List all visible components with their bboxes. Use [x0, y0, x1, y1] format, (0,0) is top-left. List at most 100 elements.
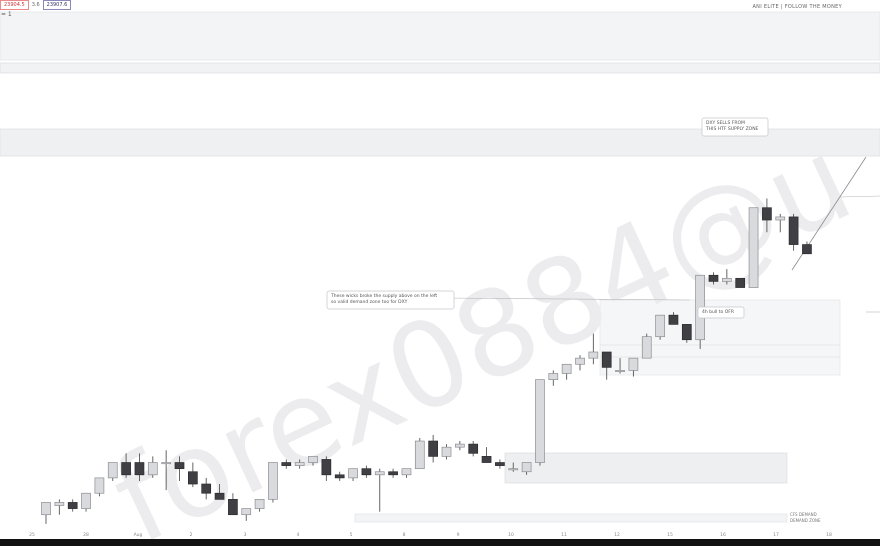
candle-body	[147, 462, 158, 476]
candle-body	[414, 440, 425, 470]
candle	[735, 277, 746, 288]
candle-body	[174, 462, 185, 470]
candle-body	[281, 462, 292, 466]
candle	[188, 462, 198, 488]
candle-body	[481, 456, 492, 463]
candle-body	[548, 373, 559, 380]
candle-body	[775, 216, 786, 221]
x-tick-label: 4	[297, 532, 300, 538]
x-tick-label: 11	[561, 532, 567, 538]
candle-body	[188, 471, 198, 485]
candle-body	[268, 462, 278, 500]
candle-body	[628, 357, 639, 371]
candle	[54, 499, 65, 515]
candle	[508, 462, 519, 472]
candle-body	[334, 474, 345, 479]
candle	[708, 272, 719, 285]
candle-body	[161, 462, 171, 465]
x-tick-label: Aug	[134, 532, 143, 538]
x-tick-label: 15	[667, 532, 673, 538]
candle	[668, 312, 679, 325]
candle	[161, 450, 171, 491]
candle	[748, 207, 759, 288]
candle	[174, 456, 185, 481]
candle-body	[348, 468, 358, 479]
candle-body	[668, 314, 679, 325]
candle	[548, 370, 559, 386]
candle-body	[67, 502, 78, 509]
candle-body	[762, 207, 772, 221]
candle-body	[107, 462, 118, 479]
candle	[655, 314, 665, 340]
x-tick-label: 10	[508, 532, 514, 538]
candle	[414, 437, 425, 470]
candle	[308, 456, 318, 466]
candle	[201, 477, 212, 500]
candle	[214, 484, 225, 500]
low-note-line: CFS DEMAND	[790, 512, 817, 517]
candle-body	[94, 477, 105, 494]
candle	[561, 363, 572, 380]
x-axis: 25 28 Aug 2 3 4 5 8 9 10 11 12 15 16 17 18	[29, 532, 832, 538]
candle	[134, 453, 145, 481]
candle-body	[441, 446, 452, 457]
brand-text: ANI ELITE | FOLLOW THE MONEY	[752, 4, 842, 10]
candle	[535, 379, 545, 466]
candle-body	[41, 502, 51, 516]
lot-label: = 1	[1, 11, 12, 18]
spread-value: 3.6	[31, 2, 40, 8]
x-tick-label: 5	[350, 532, 353, 538]
candle-body	[321, 459, 332, 476]
candle	[388, 468, 398, 478]
candle-body	[388, 471, 398, 476]
candle-body	[201, 483, 212, 494]
candle-body	[521, 462, 532, 473]
candle	[294, 459, 305, 469]
candle	[575, 355, 585, 371]
candle-body	[254, 499, 265, 509]
candle	[455, 441, 465, 451]
candle	[334, 471, 345, 481]
candle	[521, 462, 532, 475]
candle-body	[721, 277, 732, 282]
candle-body	[561, 363, 572, 374]
candle	[628, 357, 639, 377]
candle	[495, 459, 505, 469]
candle-body	[228, 499, 238, 516]
htf-note-line: DXY SELLS FROM	[706, 120, 745, 126]
candle	[468, 441, 479, 457]
candle	[81, 492, 91, 512]
candle	[41, 502, 51, 524]
candle-body	[401, 468, 412, 476]
x-tick-label: 28	[83, 532, 89, 538]
candle	[361, 465, 372, 478]
candle	[107, 462, 118, 481]
candle	[721, 269, 732, 285]
candle	[441, 444, 452, 460]
bull-note: 4h bull to OFR	[697, 306, 745, 319]
candle-body	[134, 462, 145, 476]
low-note-line: DEMAND ZONE	[790, 518, 821, 523]
callout-leader	[444, 297, 691, 301]
candle	[481, 447, 492, 463]
candle-body	[455, 443, 465, 448]
x-tick-label: 12	[614, 532, 620, 538]
candle-body	[641, 336, 652, 359]
buy-price-box[interactable]: 23907.6	[42, 0, 72, 10]
candle-body	[81, 492, 91, 509]
sell-price-box[interactable]: 23904.5	[0, 0, 29, 10]
candle	[615, 358, 625, 374]
candle-body	[374, 471, 385, 476]
candle	[401, 468, 412, 478]
bull-note-line: 4h bull to OFR	[702, 309, 734, 315]
candle-body	[601, 351, 612, 368]
zone-top-thin	[0, 62, 880, 74]
candle-body	[708, 274, 719, 282]
candle-body	[681, 324, 692, 341]
candle-body	[575, 357, 585, 365]
htf-note-box	[701, 117, 769, 137]
candle	[268, 462, 278, 503]
